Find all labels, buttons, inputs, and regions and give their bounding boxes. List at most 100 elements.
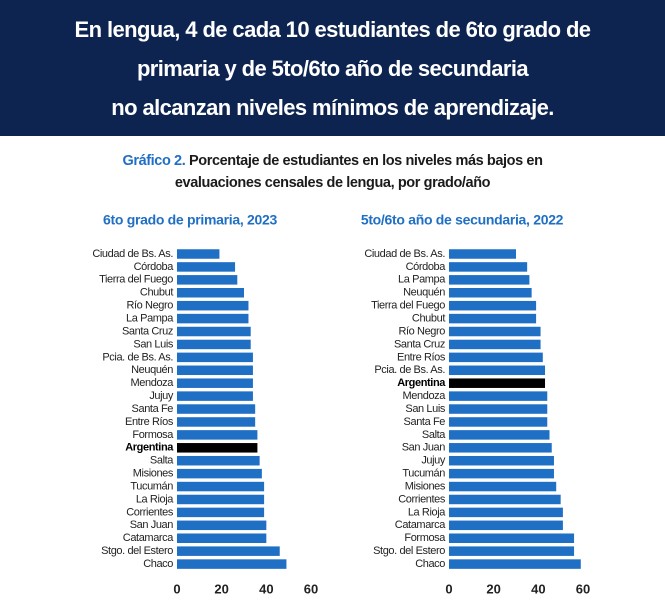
bar	[449, 443, 552, 453]
bar	[177, 443, 258, 453]
bar	[177, 481, 265, 492]
bar	[449, 391, 548, 401]
header-title-line: no alcanzan niveles mínimos de aprendiza…	[111, 95, 554, 120]
bar	[449, 481, 557, 492]
x-tick-label: 20	[486, 581, 500, 596]
x-tick-label: 40	[531, 581, 545, 596]
category-label: Pcia. de Bs. As.	[102, 351, 173, 363]
category-label: Corrientes	[398, 493, 446, 505]
category-label: Pcia. de Bs. As.	[374, 364, 445, 376]
bar	[177, 520, 267, 531]
header-title-line: En lengua, 4 de cada 10 estudiantes de 6…	[74, 17, 591, 42]
bar	[449, 468, 554, 479]
bar	[177, 262, 236, 272]
bar	[177, 313, 249, 324]
category-label: Stgo. del Estero	[373, 545, 445, 557]
category-label: La Rioja	[136, 493, 174, 505]
bar	[449, 546, 575, 556]
x-tick-label: 60	[304, 581, 318, 596]
category-label: Neuquén	[403, 287, 445, 299]
header-title-line: primaria y de 5to/6to año de secundaria	[136, 56, 529, 81]
category-label: Tucumán	[130, 480, 173, 492]
bar	[449, 249, 516, 259]
bar	[177, 326, 251, 337]
figure-caption-block: Gráfico 2. Porcentaje de estudiantes en …	[95, 150, 570, 194]
category-label: Catamarca	[395, 519, 446, 531]
category-label: San Juan	[402, 442, 446, 454]
figure-label: Gráfico 2.	[122, 153, 186, 169]
chart-subtitle: 5to/6to año de secundaria, 2022	[361, 212, 564, 228]
category-label: Ciudad de Bs. As.	[92, 248, 173, 260]
category-label: Formosa	[132, 429, 174, 441]
bar	[449, 494, 561, 505]
bar	[449, 404, 548, 414]
category-label: San Luis	[405, 403, 446, 415]
category-label: San Juan	[130, 519, 174, 531]
category-label: San Luis	[133, 338, 174, 350]
bar	[177, 352, 253, 363]
x-tick-label: 60	[576, 581, 590, 596]
bar	[449, 507, 563, 518]
category-label: Santa Cruz	[122, 325, 173, 337]
bar	[177, 430, 258, 440]
category-label: Corrientes	[126, 506, 174, 518]
category-label: Santa Cruz	[394, 338, 445, 350]
category-label: Chaco	[415, 558, 445, 570]
bar	[177, 275, 238, 285]
category-label: Río Negro	[126, 300, 173, 312]
bar	[177, 288, 244, 298]
bar	[449, 288, 532, 298]
bar	[449, 326, 541, 337]
category-label: Entre Ríos	[397, 351, 446, 363]
category-label: Córdoba	[406, 261, 447, 273]
x-tick-label: 0	[445, 581, 452, 596]
chart-subtitle: 6to grado de primaria, 2023	[103, 212, 277, 228]
category-label: Neuquén	[131, 364, 173, 376]
bar	[177, 391, 253, 401]
header: En lengua, 4 de cada 10 estudiantes de 6…	[0, 0, 665, 136]
bar	[449, 533, 575, 543]
bar	[449, 262, 528, 272]
category-label: Argentina	[397, 377, 446, 389]
category-label: Salta	[150, 455, 174, 467]
category-label: Mendoza	[131, 377, 175, 389]
bar	[177, 339, 251, 350]
category-label: Chubut	[140, 287, 173, 299]
x-tick-label: 0	[173, 581, 180, 596]
category-label: Santa Fe	[132, 403, 174, 415]
bar	[449, 365, 546, 376]
category-label: Formosa	[404, 532, 446, 544]
bar	[449, 430, 550, 440]
category-label: Stgo. del Estero	[101, 545, 173, 557]
bar	[177, 507, 265, 518]
bar	[449, 417, 548, 427]
category-label: Salta	[422, 429, 446, 441]
x-tick-label: 40	[259, 581, 273, 596]
bar	[449, 300, 537, 311]
bar	[449, 559, 581, 569]
bar	[449, 275, 530, 285]
bar	[449, 313, 537, 324]
category-label: Tierra del Fuego	[371, 300, 445, 312]
category-label: Córdoba	[134, 261, 175, 273]
bar	[449, 455, 554, 466]
bar	[177, 559, 287, 569]
category-label: Santa Fe	[404, 416, 446, 428]
bar	[177, 365, 253, 376]
category-label: Jujuy	[149, 390, 174, 402]
category-label: Jujuy	[421, 455, 446, 467]
category-label: Misiones	[133, 468, 174, 480]
category-label: Chubut	[412, 313, 445, 325]
category-label: Misiones	[405, 480, 446, 492]
bar	[177, 494, 265, 505]
bar	[177, 468, 262, 479]
category-label: La Pampa	[126, 313, 174, 325]
category-label: La Rioja	[408, 506, 446, 518]
bar	[177, 300, 249, 311]
bar	[177, 249, 220, 259]
category-label: Río Negro	[398, 325, 445, 337]
category-label: Argentina	[125, 442, 174, 454]
category-label: Catamarca	[123, 532, 174, 544]
